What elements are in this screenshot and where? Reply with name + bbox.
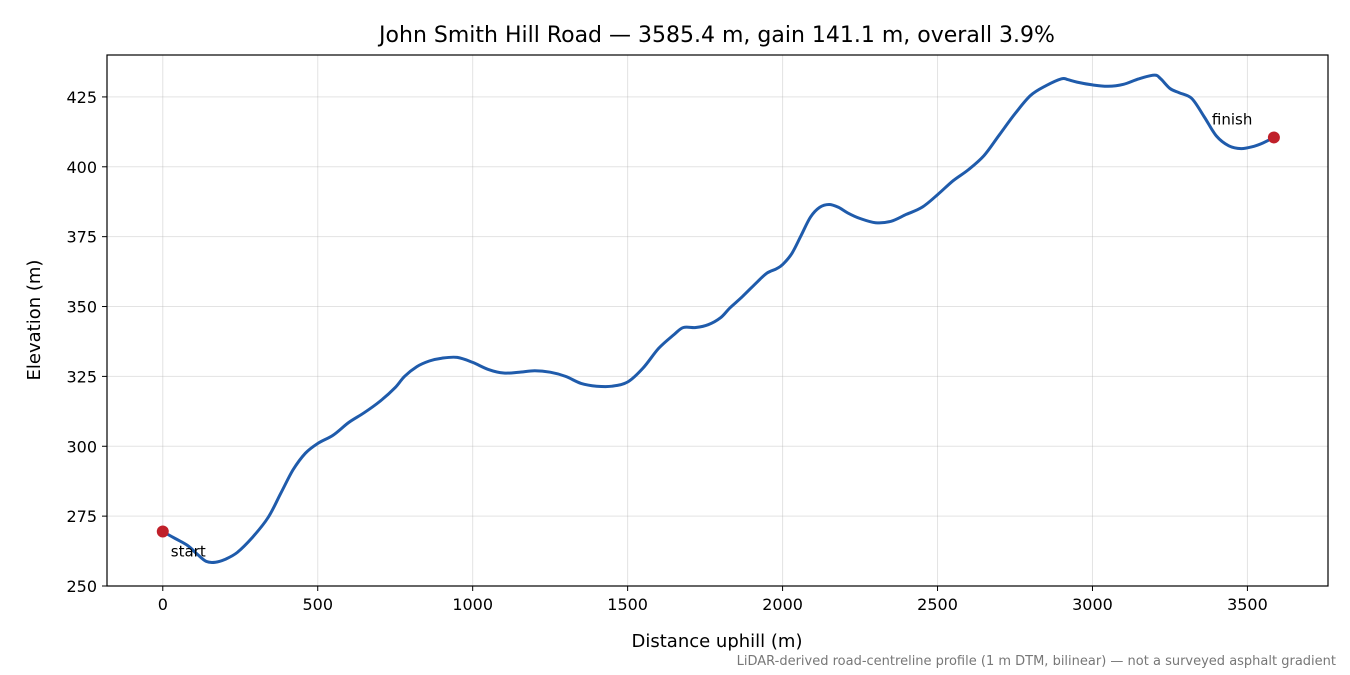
x-tick-label: 2500 <box>917 595 958 614</box>
start-annotation: start <box>171 543 206 561</box>
chart-title: John Smith Hill Road — 3585.4 m, gain 14… <box>377 23 1055 48</box>
y-tick-label: 325 <box>66 367 97 386</box>
x-tick-label: 3000 <box>1072 595 1113 614</box>
grid-lines <box>107 55 1328 587</box>
y-tick-label: 400 <box>66 158 97 177</box>
y-tick-label: 250 <box>66 577 97 596</box>
y-tick-label: 425 <box>66 88 97 107</box>
start-marker <box>156 525 169 538</box>
y-tick-label: 375 <box>66 228 97 247</box>
elevation-profile-line <box>161 73 1276 564</box>
x-tick-label: 1000 <box>452 595 493 614</box>
x-axis-ticks: 0 500 1000 1500 2000 2500 3000 3500 <box>158 586 1268 614</box>
x-tick-label: 1500 <box>607 595 648 614</box>
finish-annotation: finish <box>1212 110 1252 128</box>
x-tick-label: 3500 <box>1227 595 1268 614</box>
finish-marker <box>1267 131 1280 144</box>
x-tick-label: 2000 <box>762 595 803 614</box>
y-tick-label: 275 <box>66 507 97 526</box>
y-axis-ticks: 250 275 300 325 350 375 400 425 <box>66 88 107 596</box>
plot-frame <box>106 54 1329 587</box>
x-axis-label: Distance uphill (m) <box>632 631 803 652</box>
y-axis-label: Elevation (m) <box>24 260 45 381</box>
footnote: LiDAR-derived road-centreline profile (1… <box>737 654 1336 669</box>
y-tick-label: 350 <box>66 298 97 317</box>
x-tick-label: 500 <box>302 595 333 614</box>
x-tick-label: 0 <box>158 595 168 614</box>
y-tick-label: 300 <box>66 437 97 456</box>
